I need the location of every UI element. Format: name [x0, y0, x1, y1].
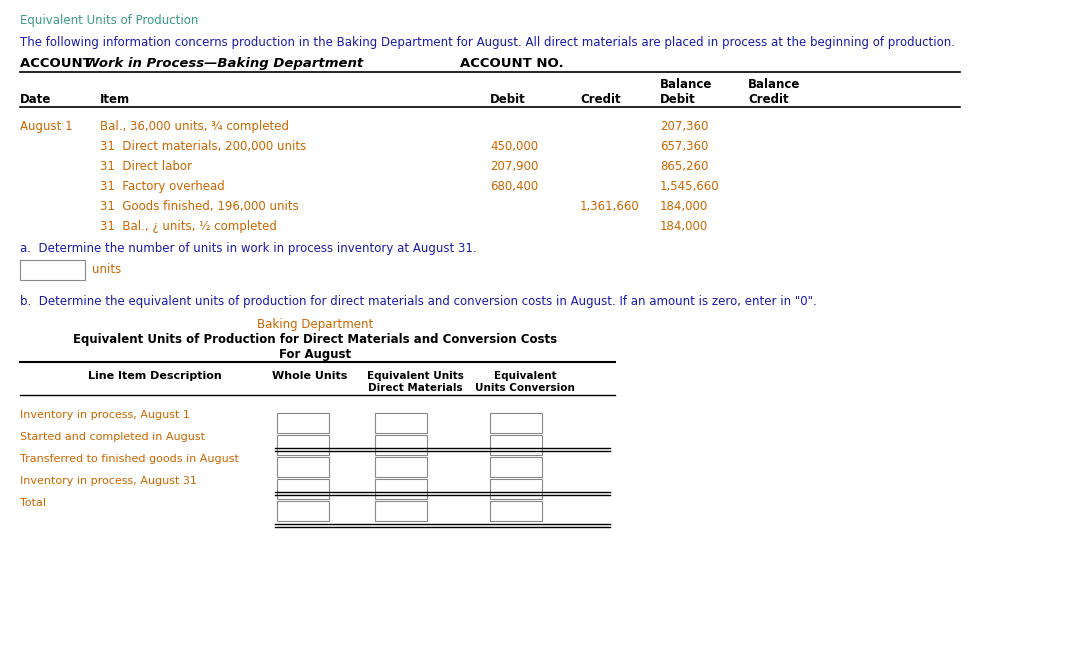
Text: Balance: Balance [748, 78, 800, 91]
Text: 31  Direct labor: 31 Direct labor [100, 160, 192, 173]
Text: Item: Item [100, 93, 130, 106]
Text: Equivalent: Equivalent [494, 371, 556, 381]
Text: Bal., 36,000 units, ¾ completed: Bal., 36,000 units, ¾ completed [100, 120, 289, 133]
Text: Equivalent Units of Production for Direct Materials and Conversion Costs: Equivalent Units of Production for Direc… [73, 333, 557, 346]
Text: August 1: August 1 [20, 120, 73, 133]
Text: Balance: Balance [661, 78, 713, 91]
Bar [277, 501, 329, 521]
Text: 31  Factory overhead: 31 Factory overhead [100, 180, 225, 193]
Text: Debit: Debit [661, 93, 695, 106]
Text: Debit: Debit [490, 93, 525, 106]
Text: ACCOUNT: ACCOUNT [20, 57, 96, 70]
Bar [490, 435, 542, 455]
Text: ACCOUNT NO.: ACCOUNT NO. [460, 57, 564, 70]
Text: Inventory in process, August 31: Inventory in process, August 31 [20, 476, 197, 486]
Text: 31  Goods finished, 196,000 units: 31 Goods finished, 196,000 units [100, 200, 299, 213]
Text: 31  Direct materials, 200,000 units: 31 Direct materials, 200,000 units [100, 140, 306, 153]
Text: Total: Total [20, 498, 46, 508]
Text: For August: For August [279, 348, 351, 361]
Text: Work in Process—Baking Department: Work in Process—Baking Department [85, 57, 363, 70]
Text: Started and completed in August: Started and completed in August [20, 432, 205, 442]
Text: Line Item Description: Line Item Description [88, 371, 222, 381]
Text: 865,260: 865,260 [661, 160, 708, 173]
Bar [490, 501, 542, 521]
Text: a.  Determine the number of units in work in process inventory at August 31.: a. Determine the number of units in work… [20, 242, 476, 255]
Bar [277, 479, 329, 499]
Text: 450,000: 450,000 [490, 140, 538, 153]
Bar [490, 457, 542, 477]
Bar [277, 413, 329, 433]
Text: Units Conversion: Units Conversion [475, 383, 574, 393]
Text: Date: Date [20, 93, 51, 106]
Text: 1,545,660: 1,545,660 [661, 180, 719, 193]
Bar [20, 260, 85, 280]
Text: 657,360: 657,360 [661, 140, 708, 153]
Text: The following information concerns production in the Baking Department for Augus: The following information concerns produ… [20, 36, 955, 49]
Text: 184,000: 184,000 [661, 200, 708, 213]
Text: 680,400: 680,400 [490, 180, 538, 193]
Bar [375, 479, 427, 499]
Text: Equivalent Units: Equivalent Units [366, 371, 463, 381]
Text: 207,900: 207,900 [490, 160, 538, 173]
Bar [490, 413, 542, 433]
Text: 184,000: 184,000 [661, 220, 708, 233]
Text: Credit: Credit [580, 93, 620, 106]
Text: 31  Bal., ¿ units, ½ completed: 31 Bal., ¿ units, ½ completed [100, 220, 277, 233]
Text: b.  Determine the equivalent units of production for direct materials and conver: b. Determine the equivalent units of pro… [20, 295, 816, 308]
Text: Whole Units: Whole Units [272, 371, 348, 381]
Text: Transferred to finished goods in August: Transferred to finished goods in August [20, 454, 239, 464]
Text: Equivalent Units of Production: Equivalent Units of Production [20, 14, 198, 27]
Bar [277, 435, 329, 455]
Text: Direct Materials: Direct Materials [367, 383, 462, 393]
Text: 207,360: 207,360 [661, 120, 708, 133]
Bar [490, 479, 542, 499]
Text: Credit: Credit [748, 93, 789, 106]
Text: units: units [92, 263, 121, 276]
Text: Baking Department: Baking Department [257, 318, 373, 331]
Bar [375, 457, 427, 477]
Bar [375, 435, 427, 455]
Bar [375, 501, 427, 521]
Bar [375, 413, 427, 433]
Text: Inventory in process, August 1: Inventory in process, August 1 [20, 410, 190, 420]
Text: 1,361,660: 1,361,660 [580, 200, 640, 213]
Bar [277, 457, 329, 477]
